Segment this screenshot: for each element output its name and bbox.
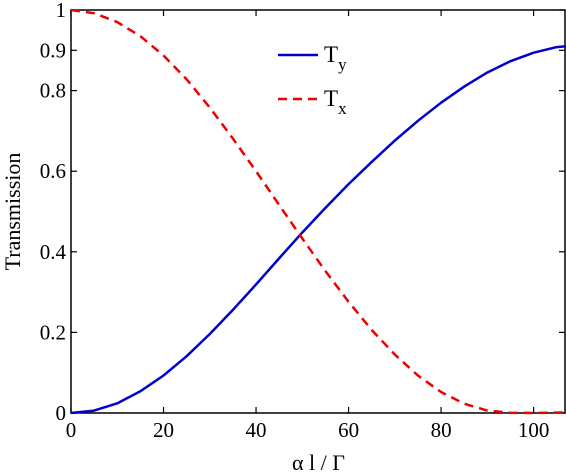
- x-tick-label: 20: [153, 418, 174, 442]
- y-tick-label: 0.8: [40, 79, 66, 103]
- legend-label-main: T: [324, 86, 338, 111]
- series-lines: [70, 8, 566, 415]
- x-tick-label: 100: [518, 418, 550, 442]
- legend-label-subscript: x: [338, 99, 347, 118]
- axis-tick-labels: 0 20 40 60 80 100 0 0.2 0.4 0.6 0.8 0.9 1: [40, 0, 550, 442]
- x-tick-label: 0: [66, 418, 77, 442]
- y-tick-label: 0.4: [40, 240, 67, 264]
- y-tick-label: 0.9: [40, 38, 66, 62]
- legend-label-main: T: [324, 42, 338, 67]
- series-line-tx: [70, 8, 566, 415]
- legend-label-subscript: y: [338, 55, 347, 74]
- legend-label-tx: Tx: [324, 86, 347, 118]
- legend-label-ty: Ty: [324, 42, 347, 74]
- plot-area-frame: [70, 9, 566, 414]
- y-tick-label: 0: [56, 401, 67, 425]
- y-tick-label: 0.2: [40, 320, 66, 344]
- x-tick-label: 60: [338, 418, 359, 442]
- x-tick-label: 40: [246, 418, 267, 442]
- series-line-ty: [70, 45, 566, 415]
- x-axis-label: α l / Γ: [292, 450, 345, 472]
- x-tick-label: 80: [431, 418, 452, 442]
- y-axis-label: Transmission: [0, 153, 25, 271]
- y-tick-label: 0.6: [40, 159, 66, 183]
- y-tick-label: 1: [56, 0, 67, 22]
